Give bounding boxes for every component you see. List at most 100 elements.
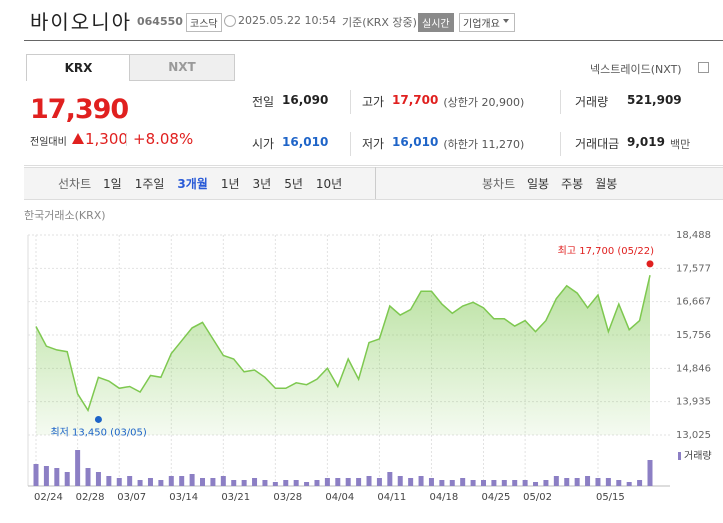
period-option[interactable]: 1일 (103, 177, 122, 191)
stat-label: 시가 (252, 137, 275, 151)
volume-bar (304, 482, 310, 486)
realtime-badge[interactable]: 실시간 (418, 13, 454, 32)
volume-bar (408, 478, 414, 486)
period-bar (24, 167, 723, 200)
volume-bar (512, 480, 518, 486)
stock-code: 064550 (137, 15, 183, 28)
y-tick-label: 15,756 (676, 330, 711, 341)
line-chart-label: 선차트 (58, 177, 92, 191)
volume-bar (179, 476, 185, 486)
volume-bar (428, 478, 434, 486)
volume-bar (564, 478, 570, 486)
volume-bar (54, 468, 60, 486)
volume-bar (553, 476, 559, 486)
volume-bar (95, 472, 101, 486)
period-option[interactable]: 10년 (315, 177, 343, 191)
datetime: 2025.05.22 10:54 (238, 14, 337, 27)
company-info-button[interactable]: 기업개요 (459, 13, 515, 32)
volume-bar (460, 478, 466, 486)
period-option[interactable]: 1년 (220, 177, 240, 191)
company-info-label: 기업개요 (463, 19, 500, 30)
clock-icon (224, 15, 236, 27)
volume-bar (626, 482, 632, 486)
annotation-label: 최저 13,450 (03/05) (50, 426, 146, 438)
volume-bar (574, 478, 580, 486)
stat-value: 16,010 (282, 135, 329, 149)
y-tick-label: 18,488 (676, 230, 711, 241)
separator (350, 132, 351, 156)
x-tick-label: 05/02 (523, 492, 552, 503)
change-pct: +8.08% (133, 130, 194, 148)
period-option[interactable]: 3개월 (177, 177, 208, 191)
price-area (36, 275, 650, 435)
y-tick-label: 17,577 (676, 263, 711, 274)
x-tick-label: 02/24 (34, 492, 63, 503)
volume-bar (137, 480, 143, 486)
change: 1,300 (85, 130, 128, 148)
x-tick-label: 05/15 (596, 492, 625, 503)
tab-nxt[interactable]: NXT (129, 54, 235, 81)
annotation-dot (94, 415, 102, 423)
volume-bar (470, 480, 476, 486)
separator (350, 90, 351, 114)
volume-bar (616, 480, 622, 486)
x-tick-label: 04/11 (377, 492, 406, 503)
period-option[interactable]: 1주일 (134, 177, 165, 191)
header-rule (24, 40, 723, 41)
volume-bar (522, 480, 528, 486)
volume-bar (168, 476, 174, 486)
up-arrow (72, 133, 84, 144)
volume-bar (439, 480, 445, 486)
x-tick-label: 03/21 (221, 492, 250, 503)
volume-bar (533, 482, 539, 486)
stat-note: (하한가 11,270) (443, 138, 525, 151)
volume-bar (637, 480, 643, 486)
volume-bar (252, 478, 258, 486)
stat-value: 521,909 (627, 93, 682, 107)
volume-bar (189, 474, 195, 486)
x-tick-label: 04/18 (429, 492, 458, 503)
volume-bar (200, 478, 206, 486)
y-tick-label: 13,025 (676, 430, 711, 441)
change-label: 전일대비 (30, 137, 67, 148)
volume-bar (605, 478, 611, 486)
volume-bar (387, 472, 393, 486)
volume-bar (480, 480, 486, 486)
stat-label: 저가 (362, 137, 385, 151)
volume-bar (231, 480, 237, 486)
stat-value: 17,700 (392, 93, 439, 107)
stat-value: 16,010 (392, 135, 439, 149)
volume-bar (314, 480, 320, 486)
volume-legend-label: 거래량 (684, 450, 712, 462)
stat-label: 거래대금 (575, 137, 620, 151)
y-tick-label: 14,846 (676, 363, 711, 374)
x-tick-label: 03/28 (273, 492, 302, 503)
volume-bar (491, 480, 497, 486)
y-tick-label: 16,667 (676, 297, 711, 308)
volume-bar (85, 468, 91, 486)
stat-note: (상한가 20,900) (443, 96, 525, 109)
stat-label: 거래량 (575, 95, 609, 109)
volume-bar (241, 480, 247, 486)
volume-bar (397, 476, 403, 486)
market-badge: 코스닥 (186, 13, 222, 32)
volume-bar (543, 480, 549, 486)
period-option[interactable]: 3년 (252, 177, 272, 191)
volume-bar (33, 464, 39, 486)
separator (560, 90, 561, 114)
volume-bar (75, 450, 81, 486)
candle-option[interactable]: 월봉 (595, 177, 618, 191)
x-tick-label: 03/07 (117, 492, 146, 503)
candle-option[interactable]: 주봉 (561, 177, 584, 191)
volume-bar (324, 478, 330, 486)
nxt-link[interactable]: 넥스트레이드(NXT) (590, 63, 682, 76)
tab-krx[interactable]: KRX (26, 54, 131, 81)
volume-bar (43, 466, 49, 486)
candle-option[interactable]: 일봉 (527, 177, 550, 191)
stock-name: 바이오니아 (30, 10, 132, 34)
period-option[interactable]: 5년 (284, 177, 303, 191)
separator (560, 132, 561, 156)
nxt-checkbox[interactable] (698, 62, 709, 73)
